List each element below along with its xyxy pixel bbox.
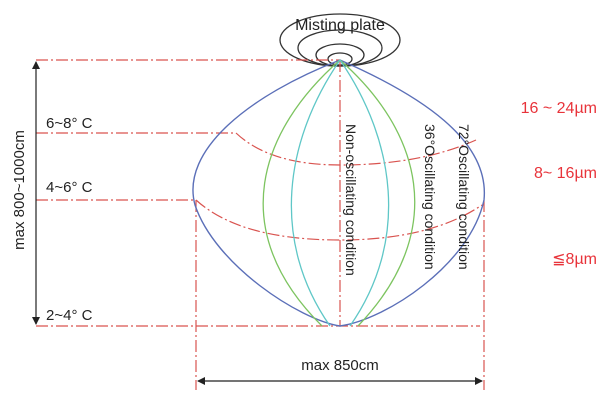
droplet-size-16-24: 16 ~ 24µm [521,100,597,117]
band-4-6-curve [195,199,483,241]
non-oscillating-label: Non-oscillating condition [343,124,359,276]
outer-envelope-curve [192,59,485,327]
droplet-size-8-16: 8~ 16µm [534,165,597,182]
oscillating-36-label: 36°Oscillating condition [422,124,438,270]
width-label: max 850cm [301,357,379,374]
band-6-8-curve [235,132,477,166]
misting-plate-label: Misting plate [295,17,385,34]
temperature-label-2-4: 2~4° C [46,307,93,324]
height-label: max 800~1000cm [11,130,28,250]
temperature-label-4-6: 4~6° C [46,179,93,196]
cyan-right-curve [339,59,390,327]
temperature-label-6-8: 6~8° C [46,115,93,132]
green-right-curve [339,59,416,327]
green-left-curve [262,59,341,327]
cyan-left-curve [290,59,341,327]
droplet-size-le-8: ≦8µm [552,251,597,268]
oscillating-72-label: 72°Oscillating condition [456,124,472,270]
